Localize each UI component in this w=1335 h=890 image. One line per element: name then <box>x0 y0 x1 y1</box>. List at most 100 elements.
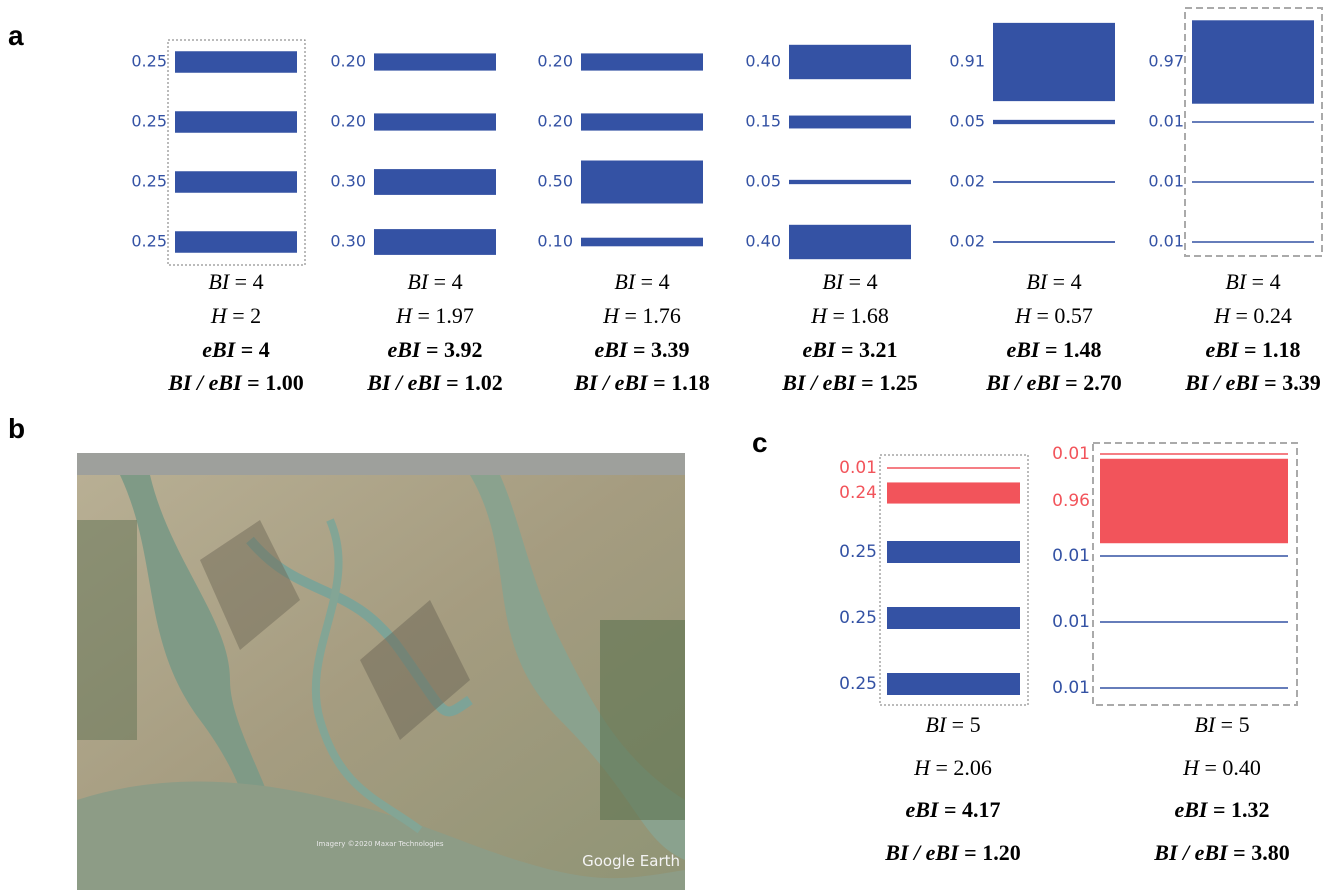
stat-name: BI / eBI <box>781 370 857 395</box>
bar <box>581 160 703 204</box>
value-label: 0.25 <box>839 674 877 694</box>
stat-value: 4 <box>452 269 463 294</box>
equals: = <box>633 337 646 362</box>
stat-name: BI / eBI <box>985 370 1061 395</box>
stat-line: H = 1.97 <box>395 303 474 328</box>
value-label: 0.20 <box>537 112 573 131</box>
stat-name: eBI <box>387 337 421 362</box>
bar <box>175 111 297 133</box>
stat-line: BI / eBI = 1.25 <box>781 370 917 395</box>
stat-line: BI / eBI = 1.02 <box>366 370 502 395</box>
value-label: 0.25 <box>131 112 167 131</box>
equals: = <box>1235 303 1247 328</box>
bar <box>887 541 1020 563</box>
stat-line: BI = 4 <box>822 269 877 294</box>
stat-line: BI / eBI = 3.39 <box>1184 370 1320 395</box>
stat-value: 1.25 <box>879 370 918 395</box>
frame <box>1092 442 1298 706</box>
stat-name: H <box>1182 755 1200 780</box>
value-label: 0.01 <box>1052 678 1090 698</box>
equals: = <box>935 755 947 780</box>
equals: = <box>1213 797 1226 822</box>
stat-name: BI / eBI <box>167 370 243 395</box>
value-label: 0.30 <box>330 172 366 191</box>
equals: = <box>417 303 429 328</box>
equals: = <box>832 303 844 328</box>
value-label: 0.15 <box>745 112 781 131</box>
frame <box>167 39 306 266</box>
value-label: 0.01 <box>1052 546 1090 566</box>
stat-name: BI <box>1026 269 1048 294</box>
stat-line: H = 2.06 <box>913 755 992 780</box>
stat-value: 3.80 <box>1251 840 1290 865</box>
stat-line: BI = 4 <box>208 269 263 294</box>
value-label: 0.25 <box>131 232 167 251</box>
stat-name: BI / eBI <box>573 370 649 395</box>
stat-line: BI = 4 <box>614 269 669 294</box>
equals: = <box>1053 269 1065 294</box>
bar <box>789 44 911 80</box>
panel-label: c <box>752 427 768 458</box>
bar <box>1100 555 1288 557</box>
value-label: 0.02 <box>949 232 985 251</box>
equals: = <box>1221 712 1233 737</box>
bar <box>374 53 496 71</box>
stat-name: eBI <box>1174 797 1208 822</box>
stat-line: eBI = 3.92 <box>387 337 482 362</box>
value-label: 0.24 <box>839 483 877 503</box>
value-label: 0.30 <box>330 232 366 251</box>
bar <box>1100 621 1288 623</box>
stat-line: BI / eBI = 1.20 <box>884 840 1020 865</box>
bar <box>175 171 297 193</box>
stat-name: BI <box>1194 712 1216 737</box>
bar <box>993 241 1115 243</box>
bar <box>175 231 297 253</box>
value-label: 0.05 <box>949 112 985 131</box>
stat-name: H <box>1014 303 1032 328</box>
bar <box>887 607 1020 629</box>
equals: = <box>1036 303 1048 328</box>
stat-line: eBI = 1.48 <box>1006 337 1101 362</box>
stat-value: 1.32 <box>1231 797 1270 822</box>
value-label: 0.01 <box>1052 444 1090 464</box>
stat-value: 0.24 <box>1253 303 1292 328</box>
stat-value: 4 <box>1270 269 1281 294</box>
equals: = <box>952 712 964 737</box>
stat-line: eBI = 4 <box>202 337 270 362</box>
stat-name: BI / eBI <box>884 840 960 865</box>
stat-line: BI / eBI = 2.70 <box>985 370 1121 395</box>
equals: = <box>653 370 666 395</box>
value-label: 0.50 <box>537 172 573 191</box>
stat-line: BI / eBI = 1.18 <box>573 370 709 395</box>
value-label: 0.01 <box>1148 232 1184 251</box>
stat-line: H = 1.68 <box>810 303 889 328</box>
bar <box>887 482 1020 504</box>
value-label: 0.01 <box>1052 612 1090 632</box>
value-label: 0.25 <box>839 542 877 562</box>
bar <box>1100 687 1288 689</box>
stat-line: BI = 4 <box>1026 269 1081 294</box>
bar <box>789 179 911 185</box>
equals: = <box>1045 337 1058 362</box>
equals: = <box>861 370 874 395</box>
equals: = <box>1233 840 1246 865</box>
stat-value: 4.17 <box>962 797 1001 822</box>
stat-value: 4 <box>259 337 270 362</box>
frame <box>1184 7 1323 257</box>
stat-line: H = 0.57 <box>1014 303 1093 328</box>
bar <box>374 169 496 195</box>
stat-name: BI / eBI <box>366 370 442 395</box>
frame <box>879 454 1029 706</box>
value-label: 0.96 <box>1052 491 1090 511</box>
bar <box>581 237 703 247</box>
value-label: 0.20 <box>537 52 573 71</box>
stat-value: 1.68 <box>850 303 889 328</box>
stat-line: eBI = 1.18 <box>1205 337 1300 362</box>
stat-name: H <box>602 303 620 328</box>
equals: = <box>1244 337 1257 362</box>
stat-value: 1.20 <box>982 840 1021 865</box>
bar <box>581 113 703 131</box>
stat-value: 1.02 <box>464 370 503 395</box>
bar <box>887 673 1020 695</box>
value-label: 0.10 <box>537 232 573 251</box>
